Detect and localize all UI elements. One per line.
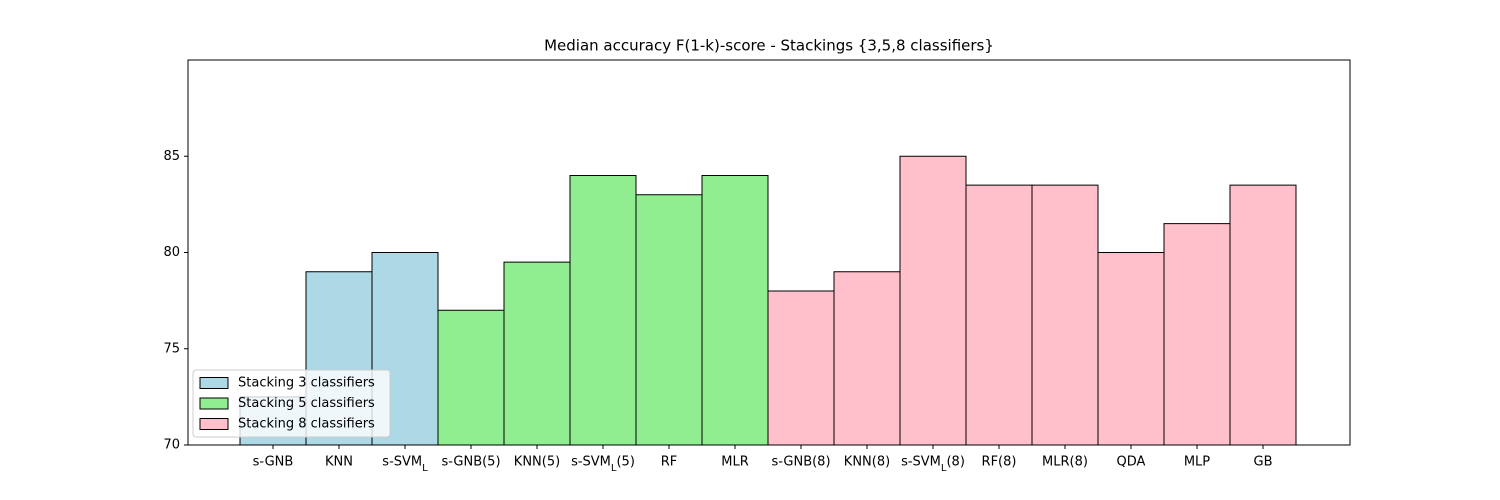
x-tick-label: MLR(8) <box>1042 455 1088 470</box>
bar <box>635 194 703 446</box>
x-tick-label: KNN(5) <box>514 455 560 470</box>
x-tick-label: GB <box>1254 455 1273 470</box>
legend-box <box>192 369 391 438</box>
x-tick-label: s-SVML(8) <box>901 455 965 474</box>
legend-label: Stacking 5 classifiers <box>238 396 375 411</box>
bar <box>1031 184 1099 446</box>
bar <box>701 175 769 446</box>
chart-title: Median accuracy F(1-k)-score - Stackings… <box>544 37 994 55</box>
bar <box>1097 252 1165 446</box>
legend-swatch <box>199 397 229 410</box>
bar <box>965 184 1033 446</box>
x-tick-label: s-GNB(5) <box>441 455 500 470</box>
x-tick-label: KNN(8) <box>844 455 890 470</box>
x-tick-label: s-SVML(5) <box>571 455 635 474</box>
x-tick-label: MLR <box>721 455 749 470</box>
y-tick-label: 70 <box>163 438 180 453</box>
y-tick-label: 75 <box>163 341 180 356</box>
bar <box>1229 184 1297 446</box>
x-tick-label: RF <box>661 455 678 470</box>
legend-swatch <box>199 418 229 430</box>
legend-swatch <box>199 377 229 389</box>
y-tick-label: 85 <box>163 149 180 164</box>
y-tick-label: 80 <box>163 245 180 260</box>
x-tick-label: MLP <box>1184 455 1210 470</box>
x-tick-label: s-GNB <box>253 455 294 470</box>
x-tick-label: KNN <box>325 455 353 470</box>
x-tick-label: s-GNB(8) <box>771 455 830 470</box>
bar <box>833 271 901 446</box>
bar <box>899 155 967 446</box>
legend-label: Stacking 3 classifiers <box>238 376 375 391</box>
bar <box>569 175 637 446</box>
bar <box>503 261 571 446</box>
bar <box>1163 223 1231 446</box>
x-tick-label: QDA <box>1117 455 1146 470</box>
x-tick-label: RF(8) <box>982 455 1017 470</box>
legend-label: Stacking 8 classifiers <box>238 417 375 432</box>
bar <box>437 309 505 446</box>
bar <box>767 290 835 446</box>
x-tick-label: s-SVML <box>382 455 428 474</box>
